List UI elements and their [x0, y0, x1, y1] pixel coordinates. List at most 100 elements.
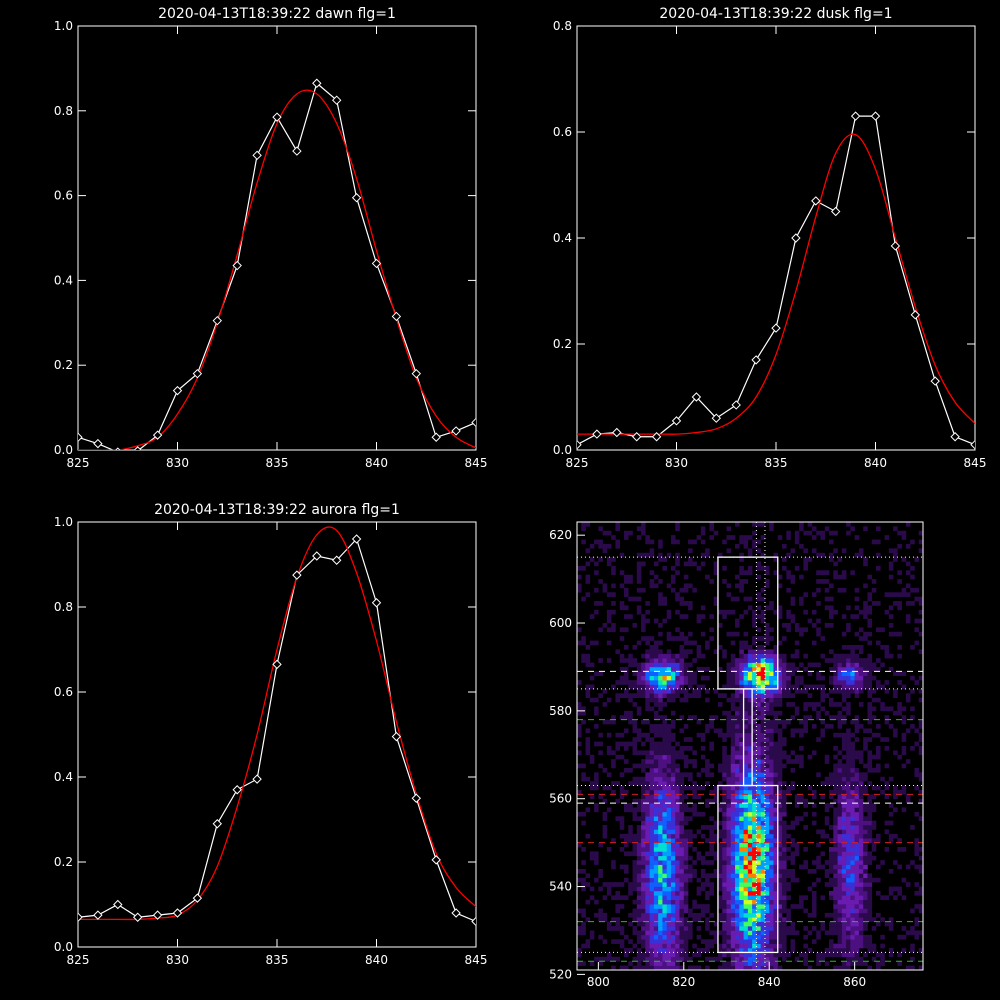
heatmap-cell [705, 904, 710, 909]
heatmap-cell [769, 847, 774, 852]
heatmap-cell [730, 842, 736, 848]
heatmap-cell [863, 851, 868, 857]
heatmap-cell [786, 855, 791, 861]
heatmap-cell [760, 702, 766, 707]
heatmap-cell [636, 535, 642, 540]
heatmap-cell [756, 732, 761, 738]
heatmap-cell [649, 789, 655, 795]
heatmap-cell [709, 890, 714, 896]
heatmap-cell [675, 820, 680, 826]
heatmap-cell [867, 781, 873, 786]
heatmap-cell [662, 618, 668, 624]
heatmap-cell [602, 767, 608, 773]
heatmap-cell [897, 886, 902, 892]
heatmap-cell [773, 715, 779, 720]
heatmap-cell [653, 961, 659, 966]
heatmap-cell [743, 961, 749, 966]
heatmap-cell [846, 921, 851, 927]
heatmap-cell [713, 833, 719, 839]
heatmap-cell [641, 930, 646, 936]
heatmap-cell [867, 684, 873, 690]
heatmap-cell [841, 838, 847, 843]
heatmap-cell [611, 838, 616, 843]
heatmap-cell [666, 825, 672, 830]
heatmap-cell [666, 860, 672, 865]
data-point-marker [631, 432, 642, 442]
heatmap-cell [829, 855, 834, 861]
heatmap-cell [730, 609, 736, 615]
heatmap-cell [645, 860, 650, 865]
heatmap-cell [632, 684, 638, 690]
heatmap-cell [713, 921, 719, 927]
heatmap-cell [816, 601, 821, 606]
heatmap-cell [628, 825, 633, 830]
heatmap-cell [858, 868, 864, 874]
heatmap-cell [850, 526, 855, 532]
heatmap-cell [824, 596, 830, 602]
heatmap-cell [756, 934, 761, 940]
heatmap-cell [846, 706, 851, 712]
heatmap-cell [824, 759, 830, 764]
heatmap-cell [722, 776, 727, 782]
heatmap-cell [803, 908, 808, 914]
heatmap-cell [658, 811, 663, 817]
heatmap-cell [914, 772, 920, 778]
heatmap-cell [782, 873, 787, 879]
heatmap-cell [632, 873, 638, 879]
heatmap-cell [837, 895, 843, 901]
heatmap-cell [850, 807, 855, 813]
heatmap-cell [790, 855, 796, 861]
heatmap-cell [799, 601, 804, 606]
heatmap-cell [837, 908, 843, 914]
heatmap-cell [918, 697, 923, 703]
heatmap-cell [670, 746, 676, 751]
heatmap-cell [863, 631, 868, 637]
heatmap-cell [769, 605, 774, 611]
heatmap-cell [636, 710, 642, 716]
heatmap-cell [730, 956, 736, 962]
heatmap-cell [726, 890, 732, 896]
heatmap-cell [649, 680, 655, 685]
heatmap-cell [696, 926, 702, 931]
heatmap-cell [833, 952, 838, 958]
heatmap-cell [837, 820, 843, 826]
heatmap-cell [760, 855, 766, 861]
heatmap-cell [854, 724, 860, 729]
heatmap-cell [606, 627, 612, 633]
heatmap-cell [786, 868, 791, 874]
heatmap-cell [794, 930, 800, 936]
heatmap-cell [675, 939, 680, 944]
heatmap-cell [769, 961, 774, 966]
heatmap-cell [666, 873, 672, 879]
heatmap-cell [773, 776, 779, 782]
heatmap-cell [773, 724, 779, 729]
heatmap-cell [777, 732, 783, 738]
heatmap-cell [803, 702, 808, 707]
heatmap-cell [739, 763, 744, 769]
heatmap-cell [837, 829, 843, 835]
heatmap-cell [854, 671, 860, 677]
heatmap-cell [867, 759, 873, 764]
heatmap-cell [683, 939, 689, 944]
heatmap-cell [585, 776, 591, 782]
heatmap-cell [726, 759, 732, 764]
heatmap-cell [641, 636, 646, 641]
heatmap-cell [662, 829, 668, 835]
heatmap-cell [773, 948, 779, 953]
heatmap-cell [662, 965, 668, 970]
heatmap-cell [658, 715, 663, 720]
heatmap-cell [850, 939, 855, 944]
heatmap-cell [606, 785, 612, 791]
heatmap-cell [850, 662, 855, 668]
heatmap-cell [850, 803, 855, 808]
heatmap-cell [730, 776, 736, 782]
heatmap-cell [636, 640, 642, 646]
heatmap-cell [670, 904, 676, 909]
heatmap-cell [730, 772, 736, 778]
heatmap-cell [628, 741, 633, 747]
heatmap-cell [743, 728, 749, 734]
heatmap-cell [602, 530, 608, 536]
heatmap-cell [777, 952, 783, 958]
heatmap-cell [854, 820, 860, 826]
heatmap-cell [858, 798, 864, 804]
